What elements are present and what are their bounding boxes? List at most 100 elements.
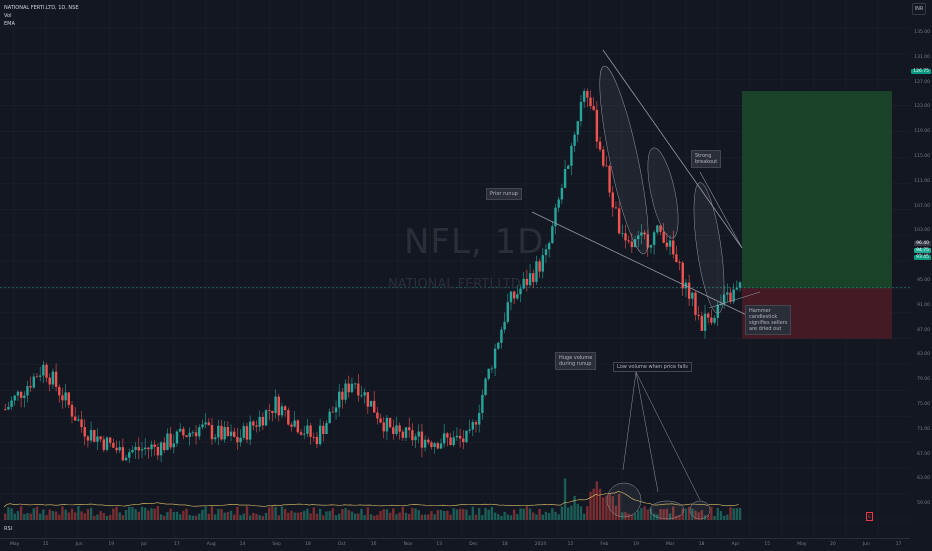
volume-bar bbox=[303, 510, 306, 520]
volume-bar bbox=[423, 514, 427, 520]
volume-bar bbox=[729, 507, 732, 520]
volume-bar bbox=[363, 515, 366, 520]
volume-bar bbox=[719, 511, 723, 520]
ema-indicator-label[interactable]: EMA bbox=[4, 21, 15, 27]
volume-bar bbox=[99, 511, 102, 520]
volume-bar bbox=[16, 511, 20, 520]
candle-body bbox=[481, 394, 484, 413]
price-chart-svg[interactable] bbox=[0, 0, 910, 538]
volume-bar bbox=[159, 514, 163, 520]
candle-body bbox=[668, 240, 672, 247]
volume-bar bbox=[487, 509, 490, 520]
candle-body bbox=[379, 418, 382, 423]
candle-body bbox=[726, 292, 729, 295]
volume-bar bbox=[147, 510, 150, 520]
candle-body bbox=[124, 457, 128, 461]
volume-bar bbox=[131, 507, 134, 520]
volume-bar bbox=[121, 515, 125, 520]
volume-bar bbox=[264, 512, 268, 520]
candle-body bbox=[198, 427, 201, 437]
candle-body bbox=[385, 417, 389, 432]
volume-bar bbox=[395, 514, 398, 520]
volume-bar bbox=[309, 513, 312, 520]
candle-body bbox=[261, 416, 265, 426]
time-tick: 17 bbox=[895, 542, 902, 547]
volume-bar bbox=[659, 509, 662, 520]
rsi-pane-label[interactable]: RSI bbox=[4, 526, 13, 532]
volume-bar bbox=[331, 508, 335, 520]
volume-bar bbox=[312, 507, 315, 520]
volume-bar bbox=[726, 514, 729, 520]
volume-bar bbox=[427, 514, 430, 520]
annotation-strong-breakout[interactable]: Strong breakout bbox=[691, 150, 722, 168]
candle-body bbox=[226, 426, 230, 436]
price-tick: 135.00 bbox=[914, 30, 930, 35]
annotation-hammer[interactable]: Hammer candlestick signifies sellers are… bbox=[745, 305, 792, 335]
volume-bar bbox=[156, 506, 160, 520]
candle-body bbox=[703, 313, 707, 331]
volume-bar bbox=[366, 507, 370, 520]
candle-body bbox=[32, 376, 36, 388]
candle-body bbox=[468, 429, 471, 431]
volume-bar bbox=[341, 509, 344, 520]
volume-bar bbox=[516, 514, 519, 520]
candle-body bbox=[611, 192, 614, 208]
candle-body bbox=[299, 432, 303, 435]
annotation-low-volume[interactable]: Low volume when price falls bbox=[613, 362, 692, 372]
price-axis[interactable]: 135.00 131.00 127.00 123.00 119.00 115.00 111.… bbox=[910, 0, 932, 538]
candle-body bbox=[169, 433, 172, 448]
candle-body bbox=[255, 425, 258, 427]
candle-body bbox=[694, 292, 697, 315]
candle-body bbox=[570, 145, 573, 166]
candle-body bbox=[287, 410, 290, 425]
currency-button[interactable]: INR bbox=[912, 3, 926, 15]
candle-body bbox=[67, 392, 71, 405]
volume-bar bbox=[153, 508, 156, 520]
volume-bar bbox=[280, 506, 284, 520]
volume-bar bbox=[38, 513, 42, 520]
candle-body bbox=[159, 442, 163, 456]
candle-body bbox=[462, 438, 465, 443]
volume-bar bbox=[140, 506, 144, 520]
volume-bar bbox=[617, 493, 621, 520]
candle-body bbox=[582, 91, 586, 102]
candle-body bbox=[178, 428, 182, 432]
volume-bar bbox=[26, 513, 29, 520]
candle-body bbox=[373, 400, 376, 413]
volume-bar bbox=[716, 507, 719, 520]
annotation-huge-volume[interactable]: Huge volume during runup bbox=[555, 352, 597, 370]
candle-body bbox=[108, 437, 112, 443]
price-tick: 75.00 bbox=[917, 402, 930, 407]
symbol-title[interactable]: NATIONAL FERTI.LTD, 1D, NSE bbox=[4, 5, 79, 11]
candle-body bbox=[471, 422, 475, 430]
target-zone bbox=[742, 91, 892, 288]
time-tick: 17 bbox=[174, 542, 180, 547]
time-tick: Jun bbox=[75, 542, 83, 547]
volume-bar bbox=[322, 515, 325, 520]
time-axis[interactable]: May 15 Jun 19 Jul 17 Aug 14 Sep 18 Oct 16 Nov 13 Dec 18… bbox=[0, 538, 910, 551]
volume-bar bbox=[353, 513, 357, 520]
candle-body bbox=[637, 235, 640, 240]
candle-body bbox=[474, 422, 478, 425]
volume-bar bbox=[318, 508, 322, 520]
candle-body bbox=[627, 240, 630, 242]
annotation-prior-runup[interactable]: Prior runup bbox=[486, 188, 522, 200]
candle-body bbox=[35, 376, 39, 378]
volume-bar bbox=[287, 512, 290, 520]
price-tick: 123.00 bbox=[914, 104, 930, 110]
price-tick: 131.00 bbox=[914, 54, 930, 60]
volume-bar bbox=[105, 515, 109, 520]
volume-bar bbox=[624, 512, 627, 520]
candle-body bbox=[541, 255, 544, 272]
volume-bar bbox=[64, 509, 67, 520]
candle-body bbox=[560, 187, 564, 200]
time-tick: Apr bbox=[731, 542, 740, 547]
earnings-marker-icon[interactable]: E bbox=[866, 512, 873, 521]
candle-body bbox=[70, 404, 74, 417]
volume-indicator-label[interactable]: Vol bbox=[4, 13, 12, 19]
volume-bar bbox=[675, 515, 678, 520]
candle-body bbox=[147, 447, 150, 450]
volume-bar bbox=[602, 497, 605, 520]
candle-body bbox=[73, 416, 77, 421]
